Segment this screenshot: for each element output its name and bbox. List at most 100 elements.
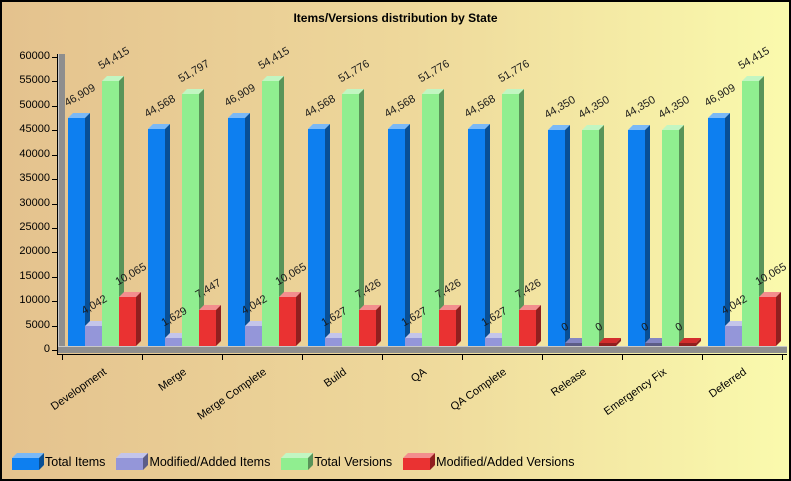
x-axis-tick [782,355,783,360]
bar-face [119,297,136,346]
x-axis-tick [62,355,63,360]
bar-face [296,292,301,346]
bar-total-versions-4 [422,89,444,346]
value-label: 46,909 [62,81,98,110]
bar-modified-added-items-4 [405,333,427,346]
bar-modified-added-items-7 [645,338,667,346]
bar-total-versions-5 [502,89,524,346]
bar-face [582,130,599,346]
value-label: 54,415 [256,44,292,73]
x-axis-tick [542,355,543,360]
legend-item: Total Versions [281,453,392,470]
legend-item: Modified/Added Versions [403,453,574,470]
bar-modified-added-items-3 [325,333,347,346]
bar-face [405,338,422,346]
bar-face [325,338,342,346]
bar-modified-added-versions-1 [199,305,221,346]
bar-total-items-7 [628,125,650,346]
bar-modified-added-versions-0 [119,292,141,346]
y-axis-tick-label: 30000 [19,197,50,209]
bar-modified-added-items-2 [245,321,267,346]
bar-face [85,326,102,346]
bar-face [776,292,781,346]
bar-face [388,129,405,346]
bar-face [262,81,279,346]
value-label: 44,568 [142,92,178,121]
value-label: 51,776 [496,57,532,86]
bar-face [628,130,645,346]
y-axis-tick-label: 35000 [19,172,50,184]
bar-total-items-1 [148,124,170,346]
y-axis-tick [52,130,57,131]
value-label: 44,568 [462,92,498,121]
bar-face [679,125,684,346]
y-axis-tick [52,155,57,156]
legend-label: Total Versions [314,455,393,469]
bar-face [68,118,85,346]
value-label: 44,568 [302,92,338,121]
y-axis-tick-label: 25000 [19,221,50,233]
bar-face [165,338,182,346]
x-axis-line [57,354,787,355]
bar-face [102,81,119,346]
bar-modified-added-versions-2 [279,292,301,346]
bar-face [245,326,262,346]
legend-label: Modified/Added Items [149,455,271,469]
value-label: 44,568 [382,92,418,121]
bar-face [708,118,725,346]
legend-swatch-icon [116,453,149,470]
plot-floor [58,346,787,353]
y-axis-tick [52,301,57,302]
bar-face [599,125,604,346]
y-axis-tick [52,81,57,82]
y-axis-line [57,54,58,355]
bar-face [645,125,650,346]
y-axis-tick-label: 5000 [25,319,50,331]
legend-item: Total Items [12,453,105,470]
bar-total-versions-8 [742,76,764,346]
x-axis-tick [222,355,223,360]
y-axis-tick [52,106,57,107]
bar-total-versions-6 [582,125,604,346]
y-axis-tick [52,57,57,58]
bar-face [725,326,742,346]
value-label: 51,776 [416,57,452,86]
bar-face [148,129,165,346]
bar-total-items-2 [228,113,250,346]
y-axis-tick-label: 55000 [19,74,50,86]
bar-total-items-8 [708,113,730,346]
bar-face [502,94,519,346]
legend-swatch-icon [281,453,314,470]
y-axis-tick-label: 10000 [19,294,50,306]
bar-total-items-3 [308,124,330,346]
bar-face [565,343,582,346]
y-axis-tick-label: 0 [43,343,50,355]
bar-total-items-0 [68,113,90,346]
y-axis-tick-label: 40000 [19,148,50,160]
y-axis-tick-label: 15000 [19,270,50,282]
value-label: 54,415 [736,44,772,73]
bar-face [742,81,759,346]
y-axis-tick [52,350,57,351]
value-label: 51,797 [176,57,212,86]
bar-face [279,297,296,346]
bar-modified-added-items-5 [485,333,507,346]
bar-total-versions-0 [102,76,124,346]
bar-face [548,130,565,346]
bar-modified-added-versions-8 [759,292,781,346]
bar-modified-added-versions-5 [519,305,541,346]
legend-swatch-icon [403,453,436,470]
x-axis-tick [302,355,303,360]
value-label: 44,350 [656,93,692,122]
bar-face [216,305,221,346]
y-axis-tick-label: 50000 [19,99,50,111]
value-label: 44,350 [576,93,612,122]
x-axis-tick [382,355,383,360]
y-axis-tick [52,179,57,180]
bar-total-items-4 [388,124,410,346]
legend-label: Total Items [45,455,106,469]
bar-face [308,129,325,346]
bar-modified-added-items-1 [165,333,187,346]
bar-face [645,343,662,346]
bar-face [199,310,216,346]
